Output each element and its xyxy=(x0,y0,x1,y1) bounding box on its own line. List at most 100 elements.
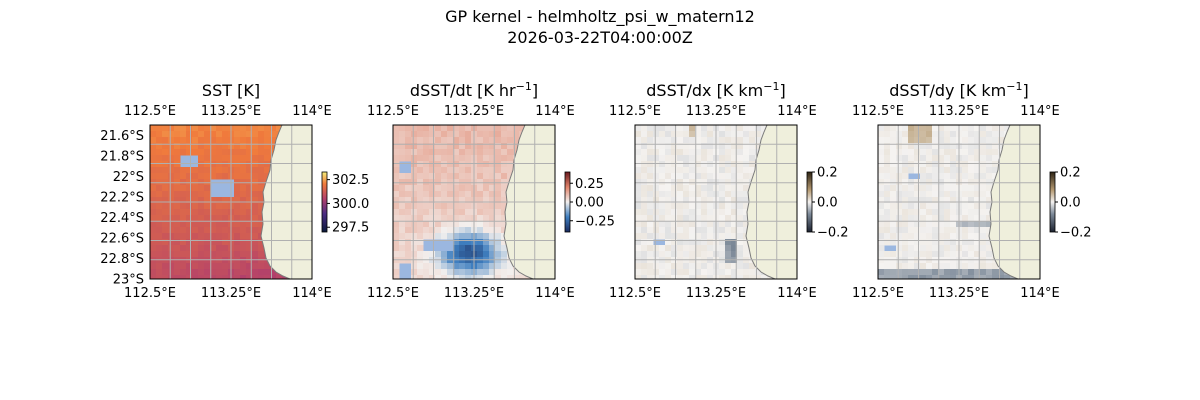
field-cell xyxy=(725,131,732,138)
field-cell xyxy=(635,233,642,240)
field-cell xyxy=(399,149,406,156)
field-cell xyxy=(641,239,648,246)
field-cell xyxy=(896,233,903,240)
field-cell xyxy=(429,137,436,144)
field-cell xyxy=(198,239,205,246)
field-cell xyxy=(992,149,999,156)
field-cell xyxy=(210,245,217,252)
field-cell xyxy=(701,245,708,252)
x-tick-label-top: 113.25°E xyxy=(201,104,261,119)
field-cell xyxy=(417,245,424,252)
field-cell xyxy=(174,215,181,222)
field-cell xyxy=(417,221,424,228)
field-cell xyxy=(725,167,732,174)
field-cell xyxy=(677,197,684,204)
colorbar-ticks: 0.250.00−0.25 xyxy=(570,177,615,229)
field-cell xyxy=(719,137,726,144)
field-cell xyxy=(938,227,945,234)
field-cell xyxy=(896,161,903,168)
field-cell xyxy=(168,131,175,138)
field-cell xyxy=(695,233,702,240)
field-cell xyxy=(944,209,951,216)
field-cell xyxy=(210,221,217,228)
field-cell xyxy=(222,149,229,156)
field-cell xyxy=(914,215,921,222)
x-tick-label-top: 113.25°E xyxy=(686,104,746,119)
field-cell xyxy=(896,131,903,138)
field-cell xyxy=(399,191,406,198)
field-cell xyxy=(890,143,897,150)
field-cell xyxy=(192,185,199,192)
field-cell xyxy=(240,215,247,222)
field-cell xyxy=(192,203,199,210)
field-cell xyxy=(677,191,684,198)
field-cell xyxy=(204,185,211,192)
field-cell xyxy=(459,143,466,150)
field-cell xyxy=(689,275,696,279)
field-cell xyxy=(683,263,690,270)
field-cell xyxy=(671,263,678,270)
field-cell xyxy=(914,245,921,252)
field-cell xyxy=(938,275,945,279)
field-cell xyxy=(411,173,418,180)
field-cell xyxy=(465,209,472,216)
field-cell xyxy=(216,215,223,222)
field-cell xyxy=(932,227,939,234)
field-cell xyxy=(465,185,472,192)
field-cell xyxy=(980,239,987,246)
field-cell xyxy=(495,149,502,156)
field-cell xyxy=(944,263,951,270)
field-cell xyxy=(902,275,909,279)
field-cell xyxy=(884,143,891,150)
x-ticks-top: 112.5°E 113.25°E 114°E xyxy=(852,104,1060,119)
field-cell xyxy=(920,245,927,252)
field-cell xyxy=(429,233,436,240)
field-cell xyxy=(962,203,969,210)
field-cell xyxy=(665,125,672,132)
field-cell xyxy=(647,155,654,162)
field-cell xyxy=(695,221,702,228)
field-cell xyxy=(162,167,169,174)
field-cell xyxy=(246,263,253,270)
field-cell xyxy=(962,275,969,279)
field-cell xyxy=(489,227,496,234)
field-cell xyxy=(258,275,265,279)
field-cell xyxy=(902,143,909,150)
field-cell xyxy=(890,227,897,234)
y-tick-label: 23°S xyxy=(113,273,144,288)
field-cell xyxy=(447,263,454,270)
field-cell xyxy=(980,245,987,252)
field-cell xyxy=(737,197,744,204)
field-cell xyxy=(968,275,975,279)
field-cell xyxy=(695,167,702,174)
field-cell xyxy=(210,263,217,270)
x-ticks-bottom: 112.5°E 113.25°E 114°E xyxy=(609,286,817,301)
field-cell xyxy=(926,173,933,180)
field-cell xyxy=(719,149,726,156)
field-cell xyxy=(204,203,211,210)
field-cell xyxy=(447,203,454,210)
field-cell xyxy=(968,149,975,156)
field-cell xyxy=(962,167,969,174)
field-cell xyxy=(429,155,436,162)
field-cell xyxy=(986,161,993,168)
field-cell xyxy=(411,239,418,246)
field-cell xyxy=(878,275,885,279)
field-cell xyxy=(659,209,666,216)
field-cell xyxy=(689,269,696,276)
field-cell xyxy=(393,149,400,156)
field-cell xyxy=(737,161,744,168)
field-cell xyxy=(986,191,993,198)
field-cell xyxy=(417,227,424,234)
field-cell xyxy=(647,227,654,234)
field-cell xyxy=(168,209,175,216)
field-cell xyxy=(168,263,175,270)
field-cell xyxy=(441,233,448,240)
field-cell xyxy=(234,269,241,276)
field-cell xyxy=(168,149,175,156)
field-cell xyxy=(246,131,253,138)
field-cell xyxy=(896,263,903,270)
field-cell xyxy=(198,173,205,180)
field-cell xyxy=(938,173,945,180)
field-cell xyxy=(240,221,247,228)
